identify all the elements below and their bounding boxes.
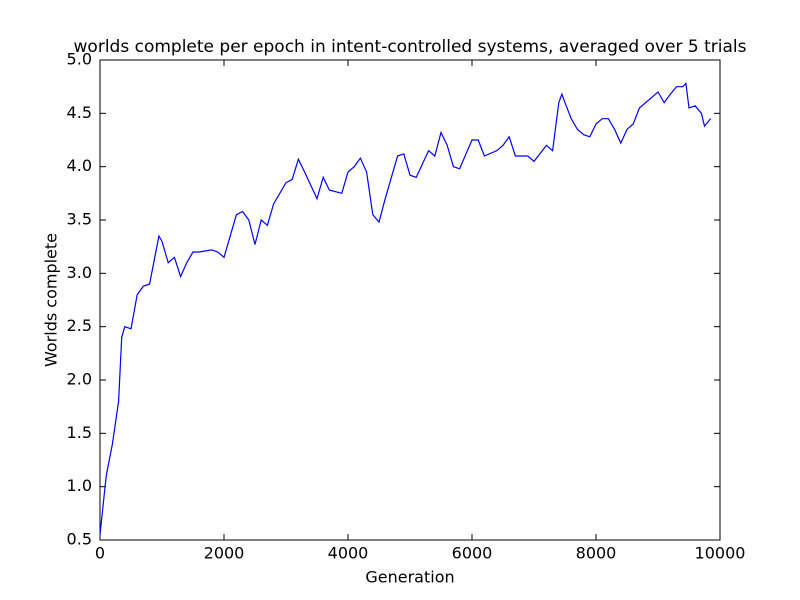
y-tick-label: 5.0 — [67, 50, 92, 69]
x-tick-label: 10000 — [695, 544, 746, 563]
x-tick-label: 8000 — [576, 544, 617, 563]
y-axis-label: Worlds complete — [42, 233, 61, 367]
y-tick-label: 1.5 — [67, 423, 92, 442]
y-tick-label: 4.0 — [67, 156, 92, 175]
x-tick-label: 2000 — [204, 544, 245, 563]
y-tick-label: 0.5 — [67, 530, 92, 549]
y-tick-label: 1.0 — [67, 476, 92, 495]
y-tick-label: 3.5 — [67, 210, 92, 229]
x-tick-label: 4000 — [328, 544, 369, 563]
x-tick-label: 0 — [95, 544, 105, 563]
plot-frame — [99, 59, 721, 541]
y-tick-label: 4.5 — [67, 103, 92, 122]
x-axis-label: Generation — [365, 568, 454, 587]
data-line — [99, 82, 712, 535]
x-tick-label: 6000 — [452, 544, 493, 563]
chart-title: worlds complete per epoch in intent-cont… — [74, 37, 747, 57]
y-tick-label: 2.0 — [67, 370, 92, 389]
y-tick-label: 3.0 — [67, 263, 92, 282]
y-tick-label: 2.5 — [67, 316, 92, 335]
